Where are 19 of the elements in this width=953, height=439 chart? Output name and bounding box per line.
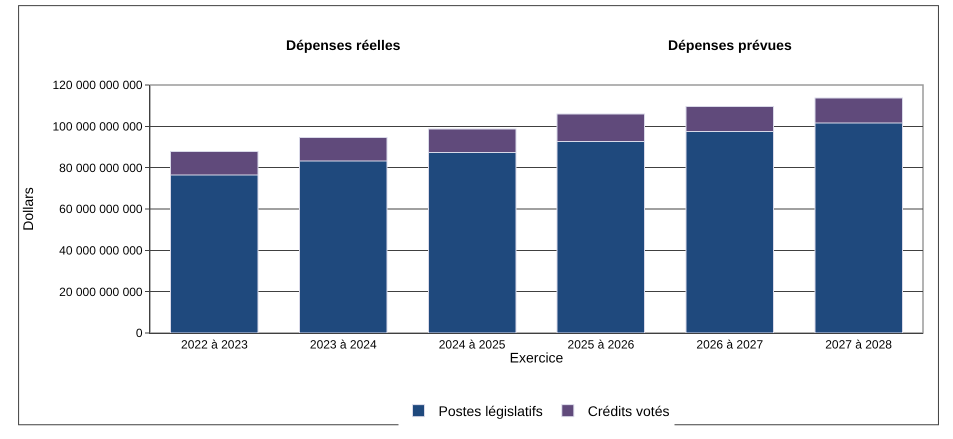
y-axis-title: Dollars bbox=[20, 187, 36, 231]
legend-label: Crédits votés bbox=[588, 403, 670, 420]
legend-label: Postes législatifs bbox=[438, 403, 543, 420]
x-tick-label: 2022 à 2023 bbox=[181, 337, 248, 352]
y-tick-label: 100 000 000 000 bbox=[52, 120, 143, 134]
x-tick-label: 2027 à 2028 bbox=[825, 337, 892, 352]
x-axis-title: Exercice bbox=[510, 350, 564, 366]
x-tick-label: 2025 à 2026 bbox=[568, 337, 635, 352]
y-tick-label: 20 000 000 000 bbox=[59, 284, 143, 299]
text: Dépenses prévues bbox=[668, 37, 792, 53]
text: Dépenses réelles bbox=[286, 37, 401, 53]
x-tick-label: 2026 à 2027 bbox=[696, 337, 764, 352]
x-tick-label: 2024 à 2025 bbox=[438, 337, 506, 352]
y-tick-label: 80 000 000 000 bbox=[59, 160, 143, 175]
y-tick-label: 40 000 000 000 bbox=[59, 244, 143, 258]
y-tick-label: 60 000 000 000 bbox=[59, 202, 143, 216]
y-tick-label: 0 bbox=[136, 326, 143, 340]
x-tick-label: 2023 à 2024 bbox=[310, 337, 377, 352]
y-tick-label: 120 000 000 000 bbox=[52, 78, 143, 92]
